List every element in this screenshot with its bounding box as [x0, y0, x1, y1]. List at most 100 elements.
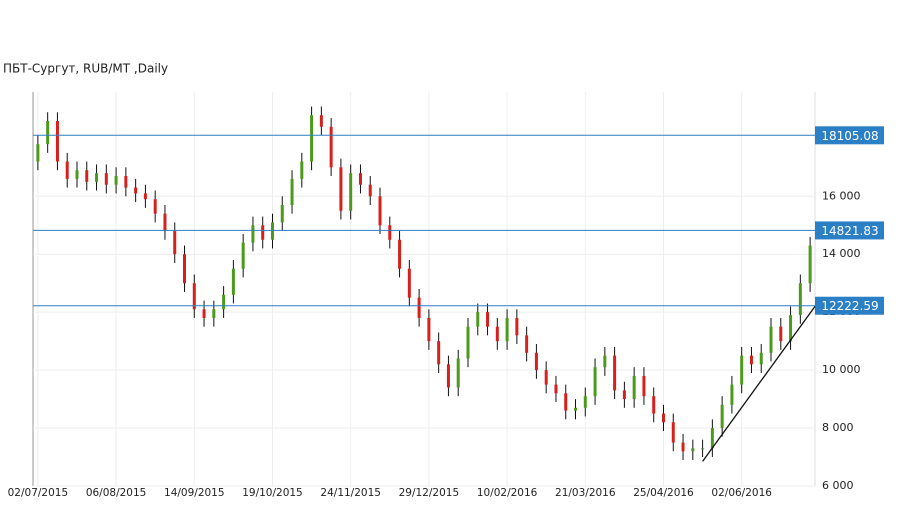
candle-body — [632, 375, 636, 400]
candle-body — [769, 326, 773, 353]
candle-body — [564, 393, 568, 411]
candle-body — [495, 326, 499, 342]
candle-body — [231, 268, 235, 295]
candle-body — [691, 448, 695, 452]
candle-body — [388, 225, 392, 240]
candle-body — [251, 225, 255, 243]
candle-body — [652, 396, 656, 414]
candle-body — [280, 204, 284, 223]
candle-body — [212, 309, 216, 318]
candle-body — [446, 364, 450, 388]
candle-body — [143, 193, 147, 200]
candle-body — [603, 355, 607, 368]
level-label: 18105.08 — [821, 129, 878, 143]
level-label-box — [815, 296, 884, 315]
candle-body — [378, 196, 382, 226]
x-tick-label: 25/04/2016 — [633, 487, 694, 499]
candle-body — [202, 309, 206, 318]
candle-body — [270, 222, 274, 240]
candle-body — [398, 239, 402, 269]
candle-body — [730, 384, 734, 405]
x-tick-label: 02/06/2016 — [711, 487, 772, 499]
candle-body — [300, 161, 304, 179]
candle-body — [456, 358, 460, 388]
candle-body — [681, 442, 685, 452]
candle-body — [593, 367, 597, 397]
candle-body — [65, 161, 69, 179]
x-tick-label: 06/08/2015 — [86, 487, 147, 499]
candle-body — [525, 335, 529, 353]
candle-body — [153, 199, 157, 214]
candle-body — [104, 173, 108, 185]
candle-body — [437, 341, 441, 365]
chart-title: ПБТ-Сургут, RUB/MT ,Daily — [3, 62, 168, 76]
candle-body — [642, 375, 646, 397]
candle-body — [759, 352, 763, 365]
candle-body — [339, 167, 343, 211]
candle-body — [173, 231, 177, 255]
candle-body — [622, 390, 626, 400]
candle-body — [163, 213, 167, 232]
x-tick-label: 19/10/2015 — [242, 487, 303, 499]
candle-body — [310, 115, 314, 162]
x-tick-label: 24/11/2015 — [320, 487, 381, 499]
candle-body — [55, 120, 59, 162]
candle-body — [75, 170, 79, 179]
candle-body — [515, 317, 519, 336]
candle-body — [798, 283, 802, 316]
candle-body — [808, 245, 812, 284]
candle-body — [661, 413, 665, 423]
x-tick-label: 14/09/2015 — [164, 487, 225, 499]
y-tick-label: 16 000 — [822, 189, 861, 202]
candle-body — [192, 283, 196, 310]
candle-body — [701, 448, 705, 450]
x-tick-label: 21/03/2016 — [555, 487, 616, 499]
candle-body — [85, 170, 89, 182]
level-label: 14821.83 — [821, 224, 878, 238]
candle-body — [779, 326, 783, 342]
candle-body — [222, 294, 226, 310]
candle-body — [407, 268, 411, 298]
candle-body — [329, 126, 333, 168]
candle-body — [241, 242, 245, 269]
candle-body — [554, 384, 558, 394]
candle-body — [36, 144, 40, 162]
level-label: 12222.59 — [821, 299, 878, 313]
candle-body — [486, 312, 490, 327]
candle-body — [261, 225, 265, 240]
candle-body — [613, 355, 617, 391]
candle-body — [124, 176, 128, 188]
candle-body — [114, 176, 118, 185]
candle-body — [789, 315, 793, 342]
candle-body — [46, 120, 50, 145]
y-tick-label: 6 000 — [822, 479, 854, 492]
x-tick-label: 10/02/2016 — [477, 487, 538, 499]
candle-body — [358, 173, 362, 185]
candle-body — [290, 178, 294, 205]
candle-body — [427, 317, 431, 342]
candle-body — [505, 317, 509, 342]
candle-body — [368, 184, 372, 197]
level-label-box — [815, 126, 884, 145]
candle-body — [319, 115, 323, 127]
candle-body — [349, 173, 353, 211]
y-tick-label: 10 000 — [822, 363, 861, 376]
x-tick-label: 02/07/2015 — [8, 487, 69, 499]
candle-body — [671, 422, 675, 443]
trendline — [702, 306, 816, 462]
candle-body — [417, 297, 421, 318]
candle-body — [574, 407, 578, 411]
candle-body — [720, 404, 724, 429]
y-tick-label: 8 000 — [822, 421, 854, 434]
candle-body — [583, 396, 587, 408]
x-tick-label: 29/12/2015 — [399, 487, 460, 499]
y-tick-label: 14 000 — [822, 247, 861, 260]
candle-body — [534, 352, 538, 371]
candle-body — [740, 355, 744, 385]
candle-body — [476, 312, 480, 327]
candle-body — [183, 254, 187, 284]
candle-body — [95, 173, 99, 182]
candle-body — [749, 355, 753, 365]
candle-body — [544, 370, 548, 385]
